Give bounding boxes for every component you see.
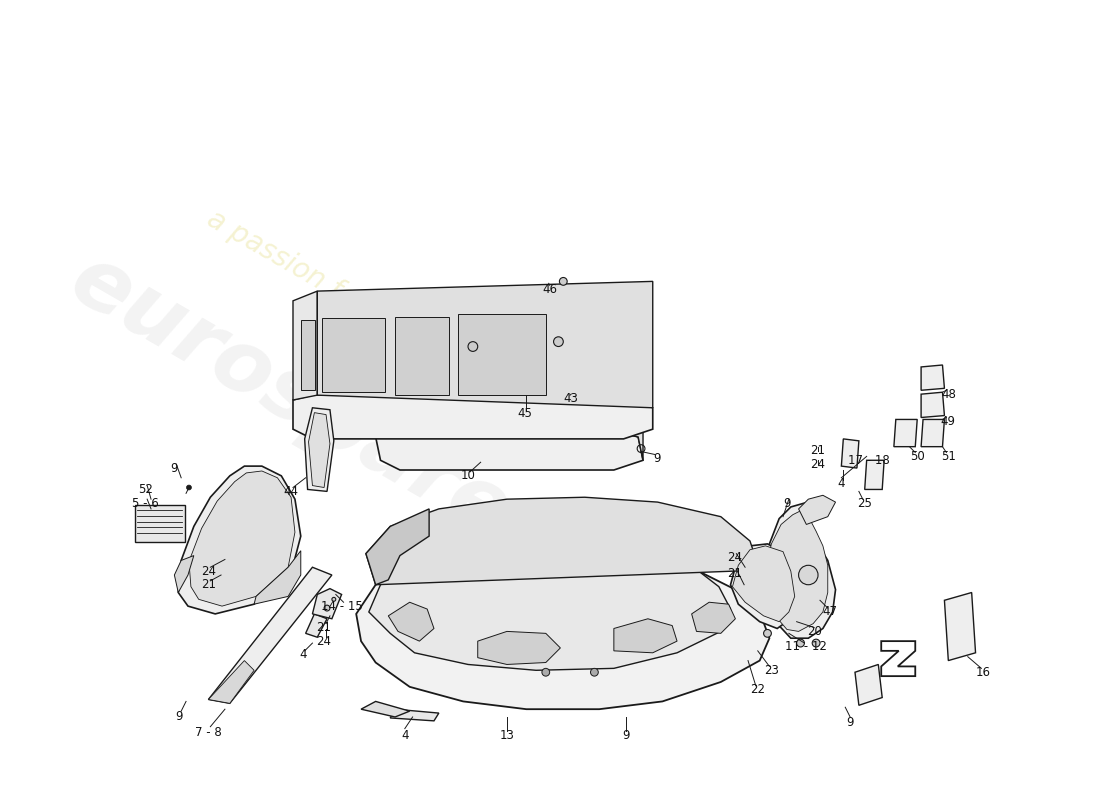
Circle shape — [560, 278, 568, 286]
Text: 17 - 18: 17 - 18 — [848, 454, 890, 466]
Polygon shape — [921, 392, 945, 418]
Polygon shape — [189, 471, 295, 606]
Polygon shape — [733, 546, 794, 622]
Text: 9: 9 — [653, 452, 660, 465]
Polygon shape — [921, 419, 945, 446]
Polygon shape — [390, 709, 439, 721]
Polygon shape — [356, 550, 769, 709]
Text: 9: 9 — [170, 462, 178, 474]
Text: 24: 24 — [201, 565, 216, 578]
Polygon shape — [300, 320, 316, 390]
Polygon shape — [842, 439, 859, 468]
Text: 23: 23 — [763, 664, 779, 677]
Polygon shape — [730, 544, 799, 629]
Polygon shape — [945, 593, 976, 661]
Polygon shape — [293, 395, 652, 439]
Polygon shape — [368, 549, 730, 670]
Circle shape — [591, 668, 598, 676]
Polygon shape — [306, 614, 327, 638]
Circle shape — [812, 639, 820, 647]
Text: 21: 21 — [811, 444, 825, 457]
Circle shape — [763, 630, 771, 638]
Text: 50: 50 — [910, 450, 925, 463]
Text: 24: 24 — [727, 551, 741, 564]
Text: 7 - 8: 7 - 8 — [195, 726, 222, 739]
Polygon shape — [477, 631, 560, 665]
Text: 20: 20 — [806, 625, 822, 638]
Text: 13: 13 — [499, 729, 515, 742]
Text: 9: 9 — [846, 716, 854, 730]
Polygon shape — [208, 661, 254, 703]
Text: 46: 46 — [542, 282, 558, 296]
Polygon shape — [361, 702, 409, 717]
Polygon shape — [459, 314, 546, 395]
Text: eurospares: eurospares — [56, 238, 569, 582]
Polygon shape — [594, 400, 643, 460]
Text: 48: 48 — [940, 388, 956, 401]
Text: 21: 21 — [727, 566, 741, 579]
Text: 24: 24 — [317, 634, 331, 648]
Polygon shape — [175, 555, 194, 593]
Polygon shape — [293, 291, 317, 400]
Text: 9: 9 — [176, 710, 183, 723]
Text: 47: 47 — [822, 606, 837, 618]
Text: 24: 24 — [811, 458, 825, 470]
Polygon shape — [388, 602, 434, 641]
Circle shape — [796, 639, 804, 647]
Text: 14 - 15: 14 - 15 — [321, 600, 363, 613]
Polygon shape — [322, 318, 385, 392]
Polygon shape — [395, 318, 449, 395]
Text: 43: 43 — [563, 391, 579, 405]
Circle shape — [468, 342, 477, 351]
Text: 4: 4 — [837, 477, 845, 490]
Text: 4: 4 — [299, 648, 307, 662]
Polygon shape — [317, 282, 652, 408]
Bar — [134, 505, 185, 542]
Polygon shape — [208, 567, 332, 703]
Polygon shape — [894, 419, 917, 446]
Text: 10: 10 — [461, 470, 475, 482]
Polygon shape — [366, 509, 429, 585]
Text: 21: 21 — [201, 578, 216, 591]
Polygon shape — [312, 589, 342, 618]
Text: 16: 16 — [976, 666, 991, 678]
Polygon shape — [614, 618, 678, 653]
Text: 25: 25 — [857, 497, 872, 510]
Polygon shape — [855, 665, 882, 706]
Polygon shape — [921, 365, 945, 390]
Circle shape — [799, 566, 818, 585]
Text: 44: 44 — [284, 485, 298, 498]
Text: a passion for parts since 1965: a passion for parts since 1965 — [201, 205, 579, 439]
Circle shape — [187, 485, 191, 490]
Text: 51: 51 — [940, 450, 956, 463]
Text: 22: 22 — [750, 683, 766, 696]
Text: 45: 45 — [517, 407, 531, 420]
Text: 9: 9 — [783, 497, 791, 510]
Polygon shape — [254, 550, 300, 604]
Polygon shape — [692, 602, 736, 634]
Text: 9: 9 — [621, 729, 629, 742]
Circle shape — [332, 598, 336, 602]
Circle shape — [324, 605, 330, 611]
Polygon shape — [305, 408, 333, 491]
Polygon shape — [764, 503, 836, 638]
Text: 5 - 6: 5 - 6 — [132, 497, 158, 510]
Polygon shape — [375, 427, 644, 470]
Polygon shape — [366, 498, 760, 585]
Text: 11 - 12: 11 - 12 — [785, 641, 827, 654]
Text: 49: 49 — [940, 415, 956, 428]
Text: 4: 4 — [402, 729, 408, 742]
Polygon shape — [178, 466, 300, 614]
Text: 52: 52 — [138, 483, 153, 496]
Polygon shape — [309, 413, 330, 487]
Polygon shape — [865, 460, 884, 490]
Polygon shape — [767, 509, 828, 631]
Polygon shape — [799, 495, 836, 525]
Text: 21: 21 — [317, 621, 331, 634]
Circle shape — [542, 668, 550, 676]
Circle shape — [553, 337, 563, 346]
